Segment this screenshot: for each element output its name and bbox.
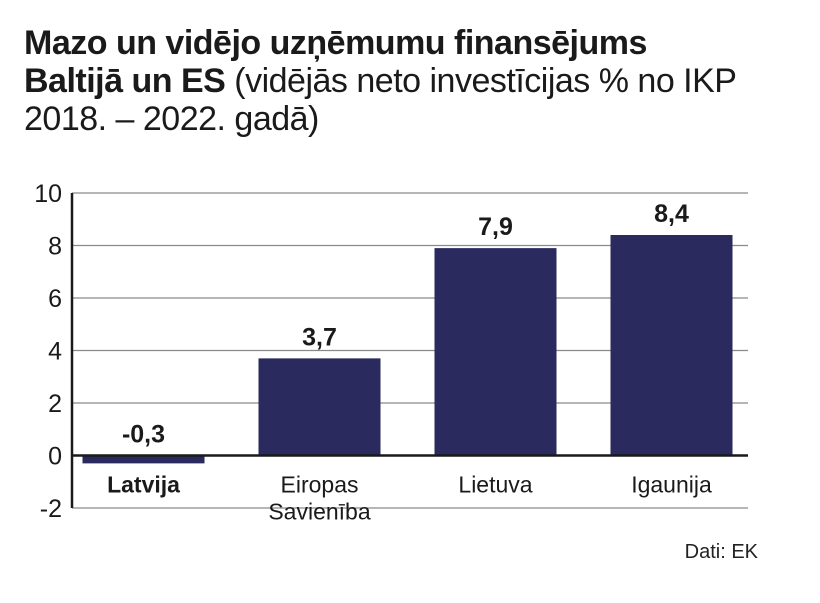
bar	[610, 235, 733, 456]
x-tick-label: Igaunija	[631, 472, 712, 498]
y-tick-label: 6	[48, 285, 62, 313]
data-label: -0,3	[122, 421, 165, 449]
title-bold-line1: Mazo un vidējo uzņēmumu finansējums	[24, 24, 647, 62]
data-label: 7,9	[478, 213, 513, 241]
y-tick-label: 4	[48, 338, 62, 366]
y-tick-label: 8	[48, 233, 62, 261]
x-tick-label: Eiropas	[281, 472, 359, 498]
chart-title: Mazo un vidējo uzņēmumu finansējums Balt…	[24, 24, 804, 138]
bar	[258, 358, 381, 456]
y-tick-label: -2	[40, 495, 62, 523]
data-label: 8,4	[654, 200, 689, 228]
y-tick-label: 10	[34, 180, 62, 208]
data-label: 3,7	[302, 323, 337, 351]
title-bold-line2: Baltijā un ES	[24, 62, 226, 100]
title-subtitle: (vidējās neto investīcijas % no IKP 2018…	[24, 62, 736, 138]
y-tick-label: 0	[48, 443, 62, 471]
x-tick-label: Savienība	[268, 499, 371, 525]
y-tick-label: 2	[48, 390, 62, 418]
bar	[434, 248, 557, 456]
x-tick-label: Latvija	[107, 472, 180, 498]
x-tick-label: Lietuva	[458, 472, 532, 498]
bar	[82, 455, 205, 464]
source-note: Dati: EK	[684, 541, 758, 563]
